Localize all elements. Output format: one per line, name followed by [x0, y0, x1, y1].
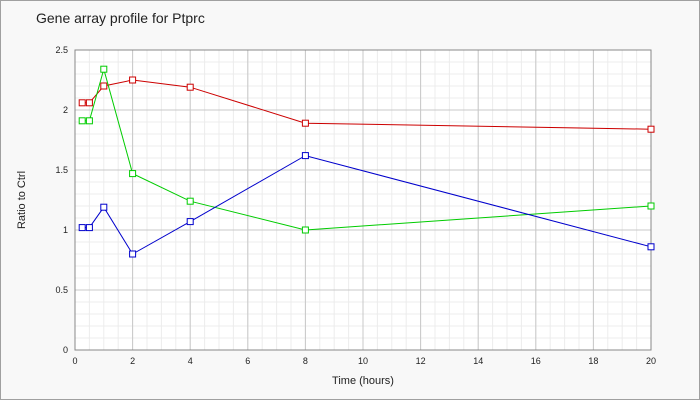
x-tick-label: 10 — [358, 356, 368, 366]
y-axis: 0 0.5 1 1.5 2 2.5 — [55, 45, 68, 355]
x-axis: 0 2 4 6 8 10 12 14 16 18 20 — [72, 356, 656, 366]
data-point — [186, 197, 194, 205]
data-point — [186, 83, 194, 91]
y-tick-label: 0 — [63, 345, 68, 355]
x-tick-label: 0 — [72, 356, 77, 366]
data-point — [85, 99, 93, 107]
data-point — [78, 224, 86, 232]
x-tick-label: 6 — [245, 356, 250, 366]
data-point — [100, 203, 108, 211]
data-point — [647, 202, 655, 210]
series-1 — [78, 76, 655, 133]
x-tick-label: 18 — [588, 356, 598, 366]
data-point — [647, 243, 655, 251]
x-tick-label: 8 — [303, 356, 308, 366]
data-point — [301, 119, 309, 127]
data-point — [78, 117, 86, 125]
data-point — [78, 99, 86, 107]
plot-border — [74, 49, 652, 351]
x-tick-label: 16 — [531, 356, 541, 366]
data-point — [100, 65, 108, 73]
data-point — [186, 218, 194, 226]
y-tick-label: 2 — [63, 105, 68, 115]
x-axis-label: Time (hours) — [332, 375, 394, 387]
data-point — [129, 170, 137, 178]
data-point — [100, 82, 108, 90]
data-point — [301, 226, 309, 234]
y-tick-label: 2.5 — [55, 45, 68, 55]
data-point — [301, 152, 309, 160]
data-point — [85, 224, 93, 232]
x-tick-label: 2 — [130, 356, 135, 366]
y-tick-label: 1.5 — [55, 165, 68, 175]
series-3 — [78, 152, 655, 258]
x-tick-label: 20 — [646, 356, 656, 366]
series-layer — [78, 65, 655, 258]
x-tick-label: 14 — [473, 356, 483, 366]
chart-title: Gene array profile for Ptprc — [36, 10, 205, 26]
x-tick-label: 4 — [188, 356, 193, 366]
y-axis-label: Ratio to Ctrl — [16, 171, 28, 229]
x-tick-label: 12 — [416, 356, 426, 366]
data-point — [647, 125, 655, 133]
data-point — [129, 76, 137, 84]
data-point — [129, 250, 137, 258]
series-2 — [78, 65, 655, 234]
y-tick-label: 0.5 — [55, 285, 68, 295]
data-point — [85, 117, 93, 125]
y-tick-label: 1 — [63, 225, 68, 235]
